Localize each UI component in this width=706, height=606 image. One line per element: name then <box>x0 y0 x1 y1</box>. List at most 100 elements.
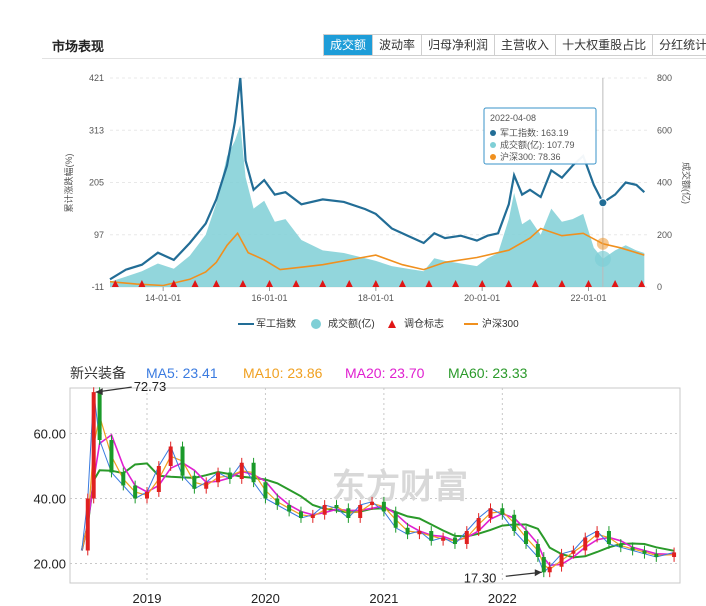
y-right-tick-label: 400 <box>657 178 672 188</box>
candle-body <box>642 550 647 554</box>
candle-body <box>192 475 197 489</box>
ma-label: MA10: 23.86 <box>243 365 323 381</box>
chart-title: 新兴装备 <box>70 365 126 381</box>
rebalance-marker <box>372 280 380 287</box>
candle-body <box>441 537 446 541</box>
legend-swatch-marker <box>388 320 396 328</box>
candle-body <box>310 514 315 518</box>
candle-body <box>524 531 529 544</box>
y-left-tick-label: 97 <box>94 230 104 240</box>
rebalance-marker <box>239 280 247 287</box>
candle-body <box>405 527 410 535</box>
x-tick-label: 20-01-01 <box>464 293 500 303</box>
legend-label: 军工指数 <box>256 317 296 330</box>
rebalance-marker <box>425 280 433 287</box>
rebalance-marker <box>170 280 178 287</box>
rebalance-marker <box>138 280 146 287</box>
rebalance-marker <box>319 280 327 287</box>
candle-body <box>91 392 96 499</box>
y-tick-label: 20.00 <box>33 557 66 572</box>
rebalance-marker <box>345 280 353 287</box>
candle-body <box>133 485 138 499</box>
min-arrowhead <box>534 569 542 577</box>
candle-body <box>595 531 600 538</box>
y-tick-label: 60.00 <box>33 427 66 442</box>
candle-body <box>109 440 114 473</box>
x-tick-label: 22-01-01 <box>570 293 606 303</box>
rebalance-marker <box>478 280 486 287</box>
candle-body <box>334 505 339 509</box>
candle-body <box>156 466 161 492</box>
candle-body <box>381 501 386 512</box>
candle-body <box>452 537 457 544</box>
rebalance-marker <box>452 280 460 287</box>
candle-body <box>417 531 422 535</box>
candle-body <box>239 462 244 479</box>
y-right-axis-title: 成交额(亿) <box>681 162 692 204</box>
tab-volume[interactable]: 成交额 <box>324 35 374 55</box>
candle-body <box>322 505 327 515</box>
rebalance-marker <box>505 280 513 287</box>
header-divider <box>42 58 706 59</box>
y-right-tick-label: 800 <box>657 73 672 83</box>
candle-body <box>251 462 256 483</box>
candle-body <box>464 531 469 544</box>
tab-net-profit[interactable]: 归母净利润 <box>422 35 496 55</box>
tooltip-point-military <box>598 198 608 208</box>
plot-frame <box>69 387 681 584</box>
rebalance-marker <box>111 280 119 287</box>
candle-body <box>583 537 588 551</box>
candle-body <box>429 531 434 541</box>
tab-dividend[interactable]: 分红统计 <box>659 38 706 52</box>
volume-area <box>110 125 645 287</box>
rebalance-marker <box>558 280 566 287</box>
y-left-tick-label: -11 <box>92 282 104 292</box>
candle-body <box>85 498 90 551</box>
candle-body <box>571 550 576 554</box>
ma-label: MA60: 23.33 <box>448 365 528 381</box>
y-right-tick-label: 200 <box>657 230 672 240</box>
tooltip-dot <box>490 154 496 160</box>
candle-body <box>541 557 546 573</box>
tooltip-dot <box>490 130 496 136</box>
candle-body <box>535 544 540 557</box>
candle-body <box>393 511 398 528</box>
rebalance-marker <box>531 280 539 287</box>
candle-body <box>180 446 185 476</box>
x-tick-label: 2021 <box>369 591 398 606</box>
y-right-tick-label: 600 <box>657 125 672 135</box>
y-left-tick-label: 421 <box>89 73 104 83</box>
y-left-axis-title: 累计涨跌幅(%) <box>63 154 74 213</box>
tab-top10-weight[interactable]: 十大权重股占比 <box>556 35 654 55</box>
y-left-tick-label: 205 <box>89 178 104 188</box>
candle-body <box>476 518 481 531</box>
candle-body <box>346 508 351 518</box>
tab-volatility[interactable]: 波动率 <box>373 35 423 55</box>
y-tick-label: 40.00 <box>33 492 66 507</box>
candle-body <box>121 472 126 486</box>
candle-body <box>672 552 677 557</box>
candle-body <box>275 498 280 505</box>
index-performance-chart: 421 313 205 97 -11 800 600 400 200 0 14-01-01 16-01… <box>63 73 692 330</box>
tooltip-row: 沪深300: 78.36 <box>500 151 561 162</box>
candle-body <box>358 505 363 518</box>
rebalance-marker <box>585 280 593 287</box>
tooltip-row: 成交额(亿): 107.79 <box>500 139 575 150</box>
rebalance-marker <box>191 280 199 287</box>
tooltip-row: 军工指数: 163.19 <box>500 127 569 138</box>
rebalance-marker <box>398 280 406 287</box>
candle-body <box>488 508 493 518</box>
stock-price-chart: 新兴装备 MA5: 23.41 MA10: 23.86 MA20: 23.70 MA60… <box>33 365 681 606</box>
candle-body <box>630 547 635 551</box>
x-tick-label: 2022 <box>488 591 517 606</box>
tooltip-box <box>483 107 597 165</box>
legend-swatch-volume <box>311 319 321 329</box>
tooltip-date: 2022-04-08 <box>490 113 536 123</box>
legend-label: 调仓标志 <box>404 317 444 330</box>
tab-revenue[interactable]: 主营收入 <box>495 35 557 55</box>
rebalance-marker <box>638 280 646 287</box>
x-tick-label: 2019 <box>133 591 162 606</box>
candle-body <box>144 492 149 499</box>
candle-body <box>654 553 659 557</box>
ma-label: MA20: 23.70 <box>345 365 425 381</box>
